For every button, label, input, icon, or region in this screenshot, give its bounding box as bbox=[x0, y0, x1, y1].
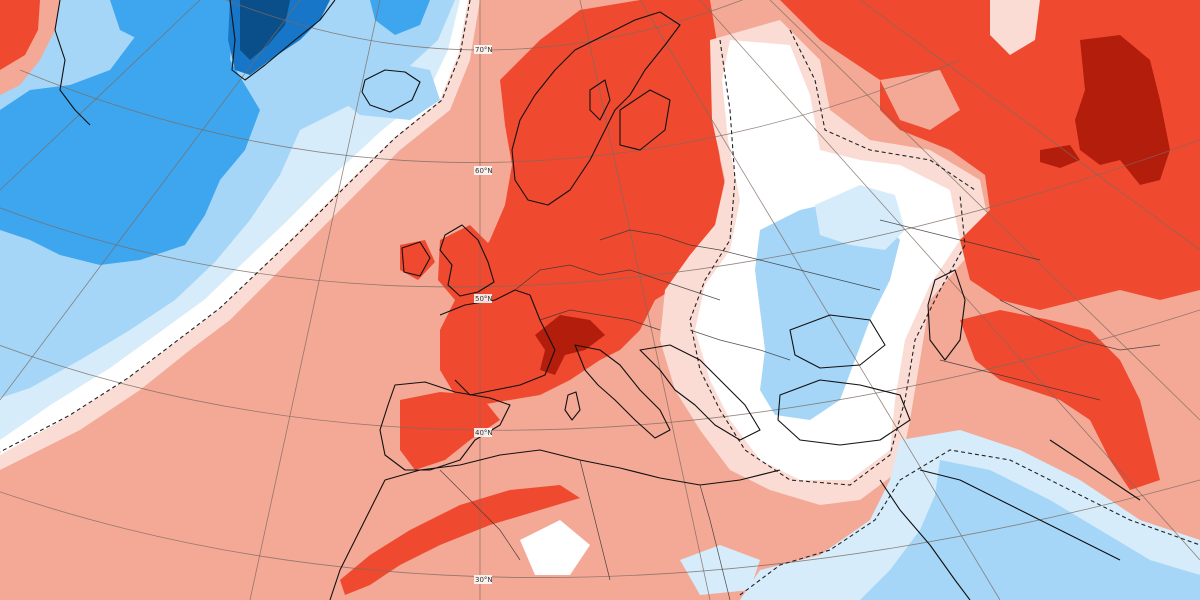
black-sea-coast bbox=[789, 314, 886, 369]
baltic-coast bbox=[589, 79, 611, 121]
uk-coast bbox=[439, 224, 495, 297]
meridian-line-4 bbox=[639, 0, 1001, 600]
russia-hot-core bbox=[1075, 35, 1170, 185]
ireland-warm-region bbox=[400, 240, 435, 280]
scandinavia-coast bbox=[511, 11, 681, 206]
border-11 bbox=[699, 484, 731, 600]
meridian-line-2 bbox=[249, 0, 381, 600]
border-12 bbox=[999, 299, 1161, 351]
black-sea-cool-region bbox=[755, 200, 900, 420]
europe-warm-region bbox=[440, 0, 728, 405]
svg-text:60°N: 60°N bbox=[475, 167, 493, 175]
latitude-line-60 bbox=[19, 59, 961, 163]
uk-warm-region bbox=[438, 225, 500, 300]
italy-coast bbox=[574, 344, 671, 439]
greenland-west-coast bbox=[54, 0, 91, 126]
meridian-line-8 bbox=[0, 0, 301, 401]
balkan-coast bbox=[639, 344, 761, 441]
caspian-coast bbox=[927, 269, 966, 361]
lat-label-30: 30°N bbox=[474, 575, 493, 584]
meridian-line-6 bbox=[769, 0, 1200, 421]
iceland-coast bbox=[361, 69, 421, 113]
iberia-warm-streak bbox=[400, 392, 500, 470]
north-cold-patch bbox=[370, 0, 430, 35]
red-sea-coast bbox=[879, 479, 971, 600]
persian-gulf-coast bbox=[1049, 439, 1141, 501]
lat-label-60: 60°N bbox=[474, 166, 493, 175]
atlantic-zero-contour bbox=[0, 0, 471, 453]
corsica-coast bbox=[564, 391, 581, 421]
central-cool-patch bbox=[815, 185, 905, 250]
lat-label-70: 70°N bbox=[474, 45, 493, 54]
latitude-line-50 bbox=[0, 139, 1200, 288]
border-9 bbox=[439, 469, 521, 561]
border-2 bbox=[539, 309, 661, 331]
meridian-line-5 bbox=[699, 0, 1200, 561]
ireland-coast bbox=[401, 241, 431, 277]
africa-warm-streak bbox=[340, 485, 580, 595]
svg-text:70°N: 70°N bbox=[475, 46, 493, 54]
latitude-line-30 bbox=[0, 479, 1200, 578]
latitude-labels: 70°N 60°N 50°N 40°N 30°N bbox=[474, 45, 493, 584]
ural-warm-light bbox=[880, 70, 960, 130]
turkey-coast bbox=[777, 379, 911, 446]
meridian-line-9 bbox=[0, 0, 201, 191]
border-5 bbox=[719, 249, 881, 291]
meridian-line-7 bbox=[859, 0, 1200, 251]
greenland-coast bbox=[229, 0, 336, 81]
border-1 bbox=[514, 264, 631, 291]
border-10 bbox=[579, 459, 611, 581]
iberia-coast bbox=[379, 381, 511, 471]
coastlines bbox=[54, 0, 1141, 600]
north-zero-contour bbox=[789, 29, 976, 191]
levant-zero-contour bbox=[739, 449, 1200, 596]
morocco-coast bbox=[329, 479, 386, 600]
finland-coast bbox=[619, 89, 671, 151]
svg-text:30°N: 30°N bbox=[475, 576, 493, 584]
lat-label-40: 40°N bbox=[474, 428, 493, 437]
north-africa-zero-patch bbox=[520, 520, 590, 575]
levant-colder-region bbox=[860, 460, 1200, 600]
greenland-coldest-core bbox=[240, 0, 290, 60]
arabia-coast bbox=[919, 469, 1121, 561]
nw-warm-core bbox=[0, 0, 40, 70]
atlantic-cold-tongue bbox=[110, 0, 238, 55]
svg-text:50°N: 50°N bbox=[475, 295, 493, 303]
alps-hot-spot bbox=[535, 315, 605, 375]
border-6 bbox=[689, 329, 791, 361]
country-borders bbox=[439, 219, 1161, 600]
svg-text:40°N: 40°N bbox=[475, 429, 493, 437]
atlantic-very-cold-core bbox=[0, 0, 260, 265]
russia-hot-spot-small bbox=[1040, 145, 1080, 168]
border-4 bbox=[629, 269, 721, 301]
meridian-line-3 bbox=[579, 0, 711, 600]
latitude-line-40 bbox=[0, 309, 1200, 431]
border-3 bbox=[599, 229, 721, 251]
border-8 bbox=[939, 359, 1101, 401]
lat-label-50: 50°N bbox=[474, 294, 493, 303]
middle-east-warm-region bbox=[960, 310, 1160, 490]
border-7 bbox=[879, 219, 1041, 261]
nordic-near-zero-patch bbox=[990, 0, 1040, 55]
